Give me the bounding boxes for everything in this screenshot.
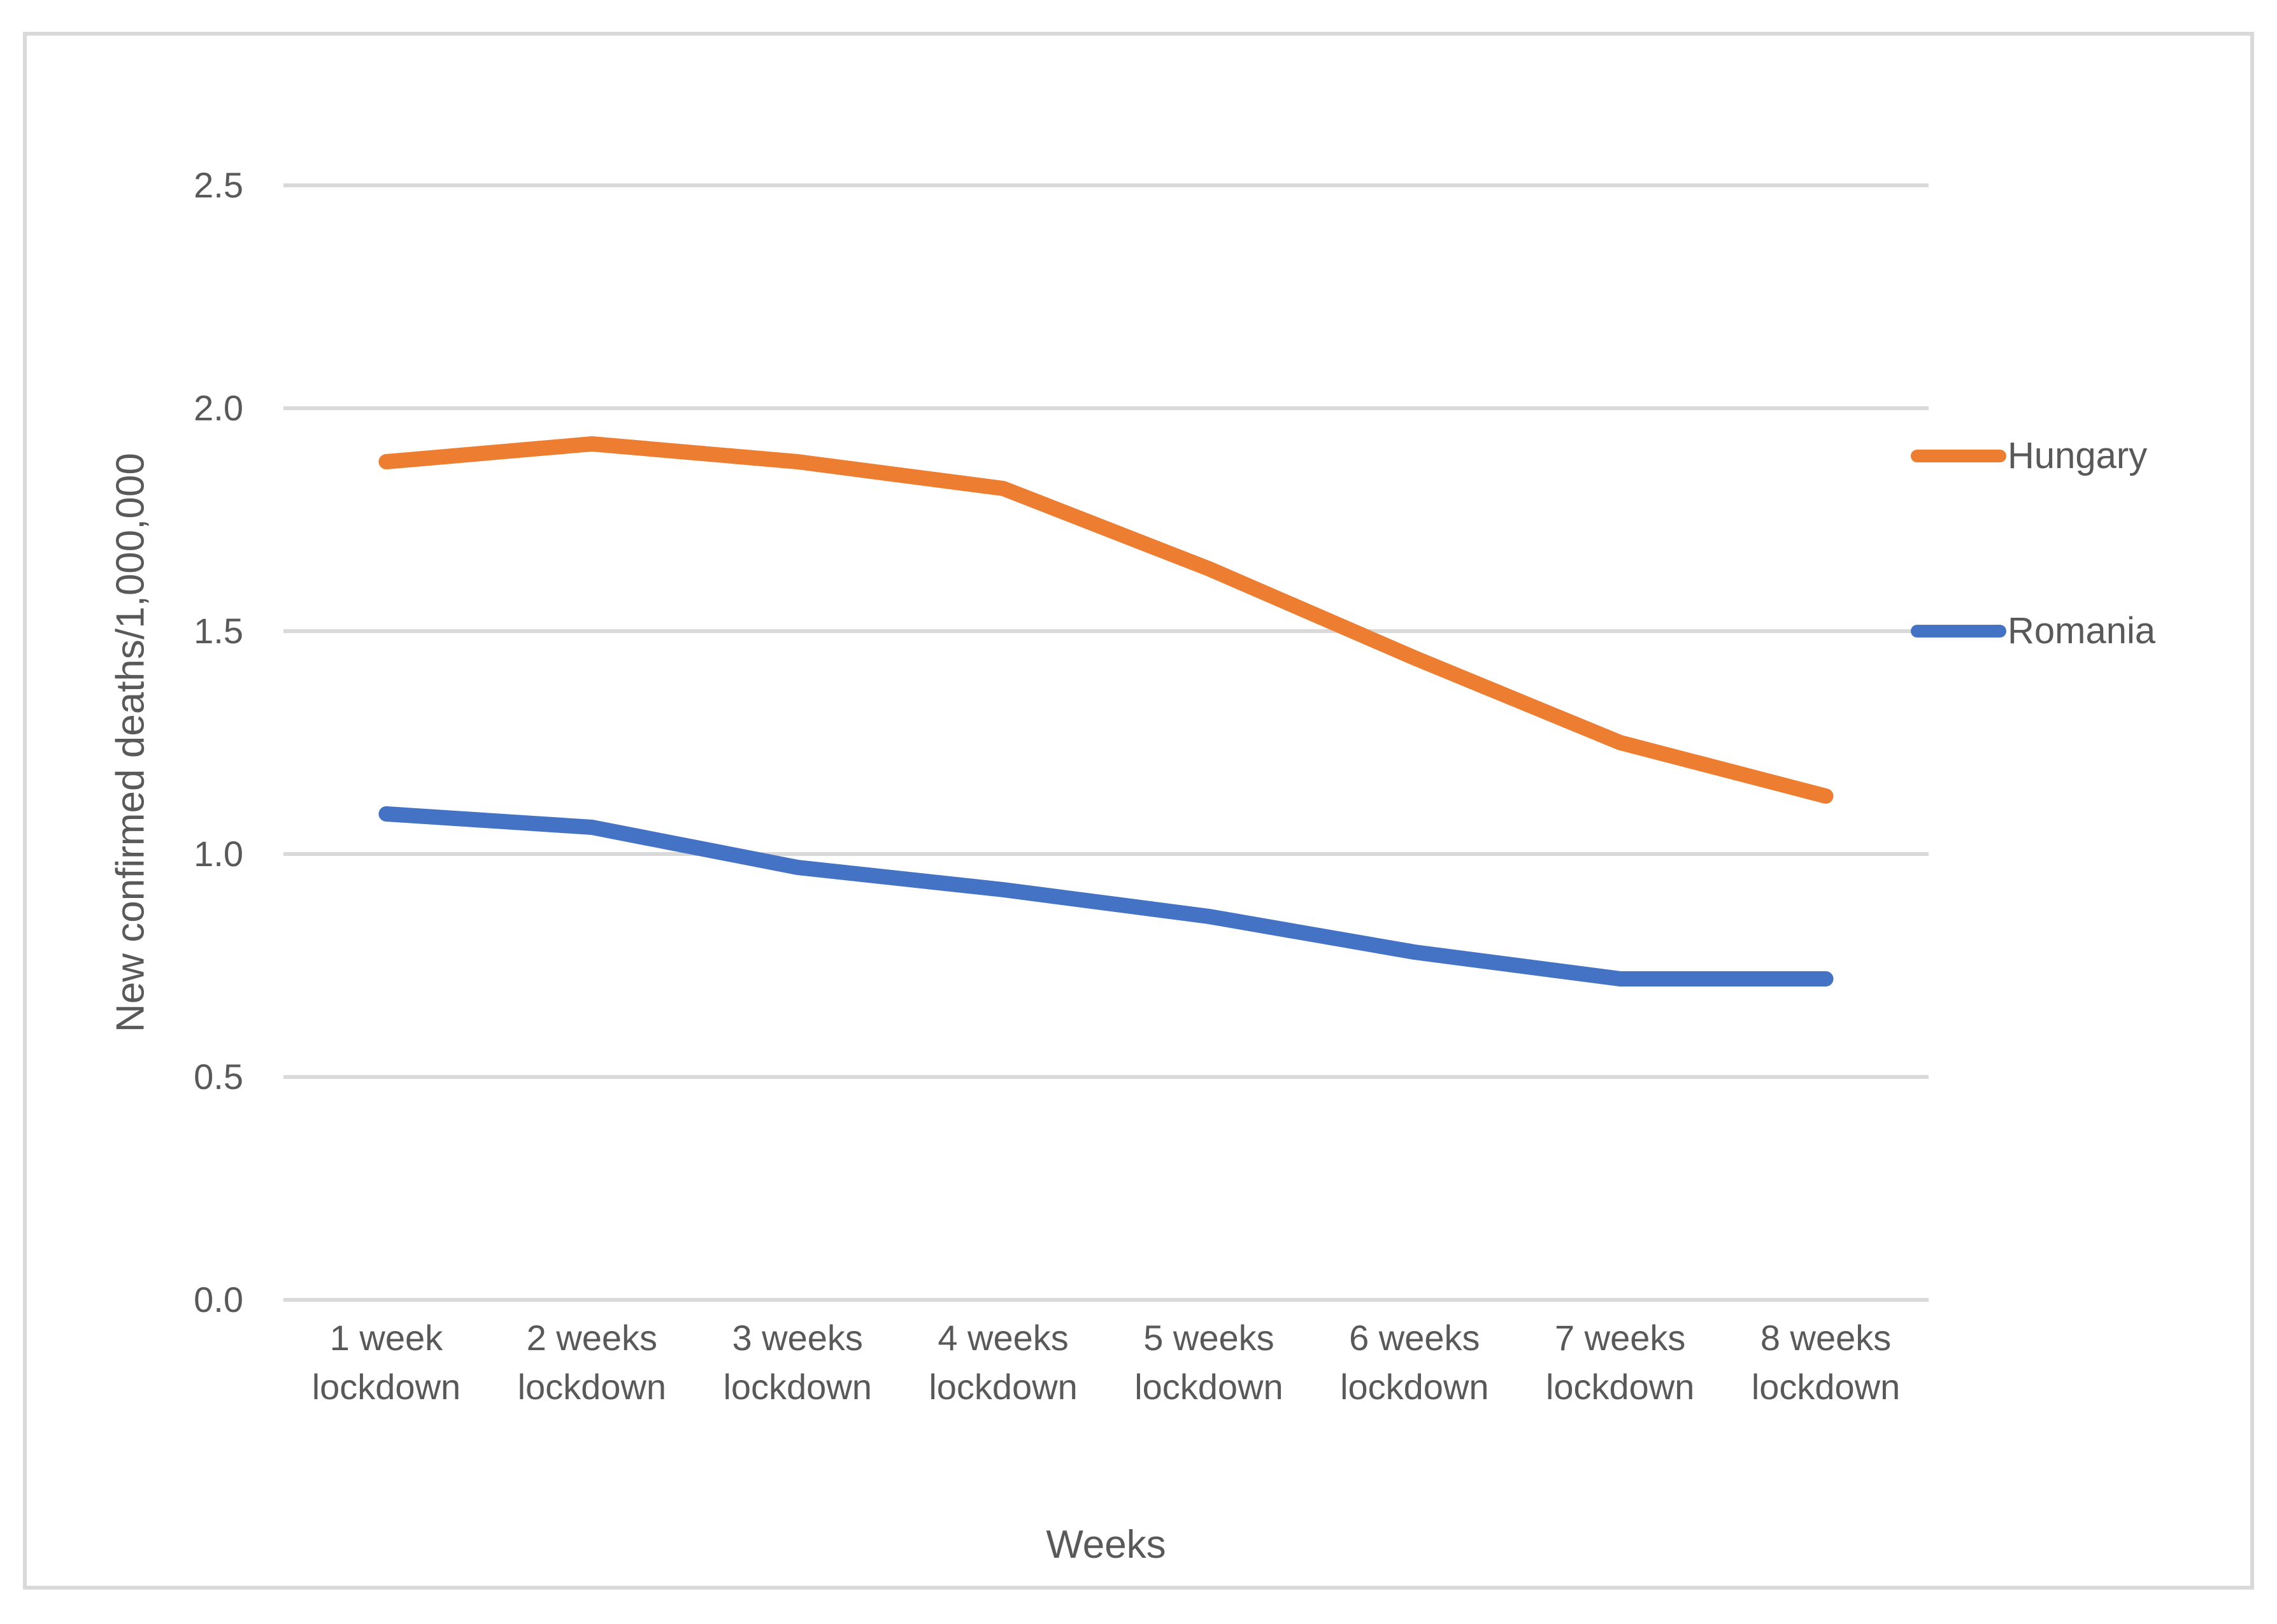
x-tick-label-8: 8 weeks lockdown <box>1718 1313 1934 1412</box>
x-tick-label-line: lockdown <box>1751 1367 1901 1407</box>
x-tick-label-line: 6 weeks <box>1349 1318 1480 1358</box>
x-tick-label-line: lockdown <box>929 1367 1078 1407</box>
x-tick-label-4: 4 weeks lockdown <box>895 1313 1111 1412</box>
x-tick-label-line: 3 weeks <box>732 1318 863 1358</box>
y-tick-label-2.5: 2.5 <box>194 165 243 205</box>
figure-border <box>23 32 2254 1590</box>
y-tick-label-1.0: 1.0 <box>194 834 243 874</box>
x-tick-label-line: lockdown <box>311 1367 461 1407</box>
legend-label-hungary: Hungary <box>2008 435 2148 476</box>
y-axis-title: New confirmed deaths/1,000,000 <box>108 453 153 1032</box>
legend-swatch-romania <box>1911 624 2006 637</box>
x-tick-label-line: 4 weeks <box>938 1318 1069 1358</box>
x-tick-label-line: lockdown <box>1134 1367 1283 1407</box>
x-tick-label-6: 6 weeks lockdown <box>1306 1313 1523 1412</box>
series-line-hungary <box>378 436 1834 804</box>
x-tick-label-line: lockdown <box>1340 1367 1489 1407</box>
legend-item-romania: Romania <box>1911 609 2155 652</box>
x-tick-label-line: 7 weeks <box>1554 1318 1686 1358</box>
x-tick-label-2: 2 weeks lockdown <box>483 1313 700 1412</box>
y-tick-label-0.5: 0.5 <box>194 1057 243 1097</box>
y-tick-label-1.5: 1.5 <box>194 611 243 651</box>
x-tick-label-5: 5 weeks lockdown <box>1101 1313 1317 1412</box>
x-tick-label-1: 1 week lockdown <box>278 1313 494 1412</box>
x-tick-label-line: lockdown <box>517 1367 667 1407</box>
x-tick-label-3: 3 weeks lockdown <box>689 1313 906 1412</box>
legend-label-romania: Romania <box>2008 610 2156 652</box>
series-line-romania <box>378 806 1834 987</box>
x-tick-label-line: lockdown <box>1545 1367 1695 1407</box>
x-tick-label-line: 5 weeks <box>1143 1318 1274 1358</box>
x-tick-label-line: lockdown <box>723 1367 872 1407</box>
y-tick-label-2.0: 2.0 <box>194 388 243 428</box>
x-tick-label-7: 7 weeks lockdown <box>1512 1313 1729 1412</box>
y-tick-label-0.0: 0.0 <box>194 1279 243 1320</box>
legend-swatch-hungary <box>1911 449 2006 462</box>
x-tick-label-line: 1 week <box>329 1318 443 1358</box>
x-tick-label-line: 8 weeks <box>1760 1318 1892 1358</box>
x-axis-title: Weeks <box>1046 1523 1166 1567</box>
gridlines <box>283 183 1929 1302</box>
x-tick-label-line: 2 weeks <box>526 1318 658 1358</box>
legend-item-hungary: Hungary <box>1911 434 2147 477</box>
series-lines <box>378 436 1834 987</box>
